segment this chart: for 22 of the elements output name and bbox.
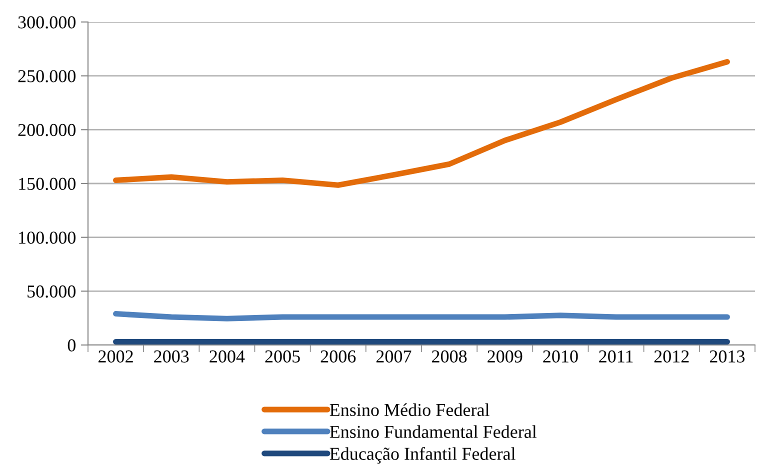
x-tick-label: 2002	[98, 350, 133, 363]
y-tick-label: 250.000	[18, 70, 76, 82]
legend-label: Educação Infantil Federal	[330, 447, 516, 464]
y-tick-label: 50.000	[28, 285, 76, 298]
x-tick-label: 2005	[265, 350, 300, 363]
x-tick-label: 2013	[710, 350, 745, 363]
x-tick-label: 2012	[654, 350, 689, 363]
x-tick-label: 2009	[488, 350, 522, 363]
x-tick-label: 2007	[376, 350, 412, 363]
legend-label: Ensino Fundamental Federal	[330, 425, 537, 438]
x-tick-label: 2003	[154, 350, 189, 363]
x-tick-label: 2010	[543, 350, 578, 363]
y-tick-label: 300.000	[18, 16, 76, 29]
y-tick-label: 150.000	[19, 178, 76, 190]
x-tick-label: 2004	[210, 350, 245, 363]
legend-label: Ensino Médio Federal	[330, 403, 490, 416]
y-tick-label: 100.000	[19, 232, 76, 244]
y-tick-label: 200.000	[18, 124, 76, 136]
x-tick-label: 2006	[320, 350, 356, 363]
x-tick-label: 2008	[432, 350, 467, 363]
x-tick-label: 2011	[599, 350, 633, 363]
y-tick-label: 0	[68, 339, 76, 352]
